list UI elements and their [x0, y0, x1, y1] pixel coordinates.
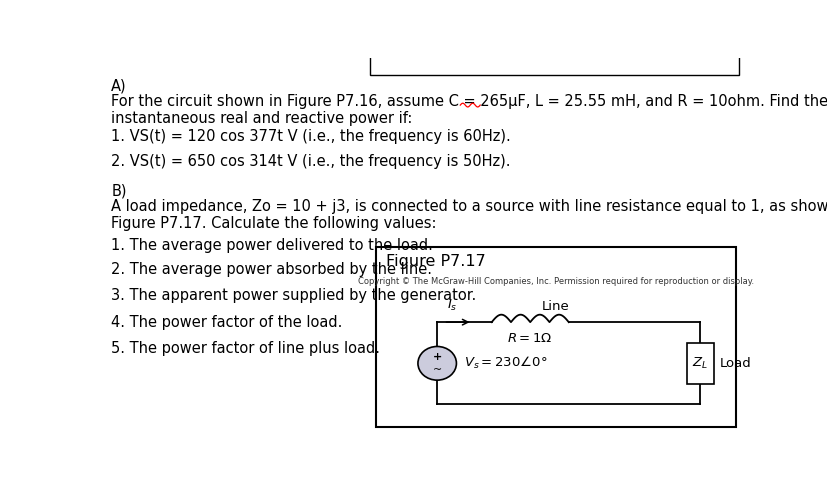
Text: 2. VS(t) = 650 cos 314t V (i.e., the frequency is 50Hz).: 2. VS(t) = 650 cos 314t V (i.e., the fre… [111, 154, 510, 169]
Text: $V_s = 230\angle 0°$: $V_s = 230\angle 0°$ [464, 355, 547, 371]
Text: Figure P7.17: Figure P7.17 [385, 254, 485, 269]
Text: Load: Load [719, 357, 751, 370]
Text: For the circuit shown in Figure P7.16, assume C = 265μF, L = 25.55 mH, and R = 1: For the circuit shown in Figure P7.16, a… [111, 94, 827, 109]
Text: 1. VS(t) = 120 cos 377t V (i.e., the frequency is 60Hz).: 1. VS(t) = 120 cos 377t V (i.e., the fre… [111, 129, 510, 144]
Text: 1. The average power delivered to the load.: 1. The average power delivered to the lo… [111, 238, 433, 253]
Text: B): B) [111, 184, 127, 199]
Text: Line: Line [542, 300, 569, 313]
Text: $R=1\Omega$: $R=1\Omega$ [507, 331, 552, 345]
Text: A load impedance, Zo = 10 + j3, is connected to a source with line resistance eq: A load impedance, Zo = 10 + j3, is conne… [111, 199, 827, 214]
Text: 4. The power factor of the load.: 4. The power factor of the load. [111, 314, 342, 330]
FancyBboxPatch shape [686, 343, 713, 384]
Text: 5. The power factor of line plus load.: 5. The power factor of line plus load. [111, 341, 380, 356]
Text: 2. The average power absorbed by the line.: 2. The average power absorbed by the lin… [111, 262, 432, 278]
FancyBboxPatch shape [375, 247, 734, 427]
Text: 3. The apparent power supplied by the generator.: 3. The apparent power supplied by the ge… [111, 289, 476, 303]
Ellipse shape [418, 347, 456, 380]
Text: Copyright © The McGraw-Hill Companies, Inc. Permission required for reproduction: Copyright © The McGraw-Hill Companies, I… [357, 277, 753, 286]
Text: +: + [432, 352, 442, 362]
Text: ~: ~ [432, 364, 442, 375]
Text: $I_s$: $I_s$ [447, 298, 457, 313]
Text: instantaneous real and reactive power if:: instantaneous real and reactive power if… [111, 111, 412, 126]
FancyBboxPatch shape [370, 52, 738, 75]
Text: Figure P7.17. Calculate the following values:: Figure P7.17. Calculate the following va… [111, 216, 436, 231]
Text: $Z_L$: $Z_L$ [691, 356, 707, 371]
Text: A): A) [111, 79, 127, 94]
